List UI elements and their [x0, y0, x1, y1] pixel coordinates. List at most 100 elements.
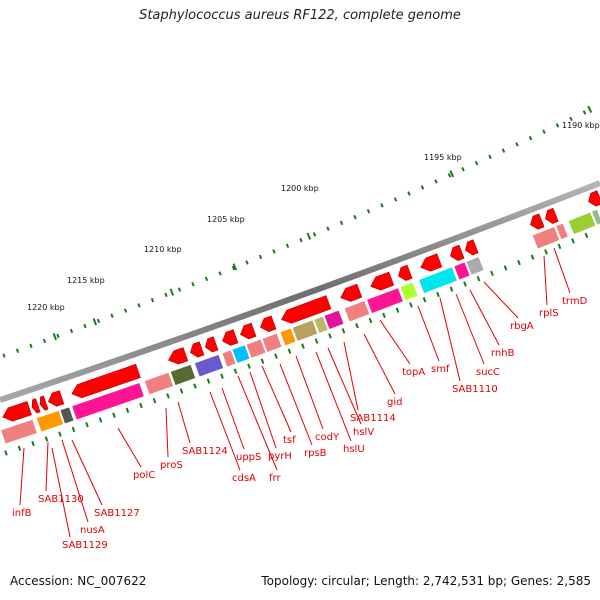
scale-dot: [164, 292, 168, 298]
leader-line: [439, 297, 461, 382]
gene-block: [454, 262, 470, 280]
leader-line: [221, 387, 245, 450]
scale-label: 1210 kbp: [144, 245, 182, 254]
gene-block: [400, 282, 418, 301]
scale-label: 1195 kbp: [424, 153, 462, 162]
leader-line: [315, 351, 352, 442]
scale-major-tick: [306, 232, 312, 240]
gene-label: SAB1124: [182, 446, 228, 457]
scale-dot: [488, 154, 492, 160]
gene-block: [419, 267, 457, 294]
gene-labels: infB SAB1130 nusA SAB1129 SAB1127 polC proS SAB…: [12, 296, 588, 551]
gene-arrows: [2, 190, 600, 422]
gene-label: gid: [387, 397, 402, 408]
inner-scale-dot: [301, 343, 305, 349]
inner-scale-dot: [422, 297, 427, 303]
leader-line: [543, 255, 548, 306]
scale-major-tick: [92, 318, 97, 326]
gene-label: rpsB: [304, 448, 327, 459]
inner-scale-dot: [287, 348, 292, 354]
gene-label: rnhB: [491, 348, 515, 359]
gene-block: [556, 223, 568, 240]
scale-dot: [150, 297, 155, 303]
leader-line: [363, 333, 396, 395]
scale-dot: [542, 129, 546, 134]
leader-line: [327, 347, 362, 425]
scale-dot: [461, 167, 465, 172]
leader-line: [51, 447, 71, 538]
inner-scale-dot: [206, 378, 211, 384]
gene-label: smf: [431, 364, 450, 375]
gene-label: proS: [160, 460, 183, 471]
scale-dot: [204, 276, 209, 282]
scale-dot: [123, 308, 128, 313]
inner-scale-dot: [233, 368, 238, 374]
inner-scale-dot: [328, 333, 332, 339]
inner-scale-dot: [409, 302, 413, 308]
inner-scale-dot: [85, 422, 89, 428]
inner-scale-dot: [274, 353, 278, 359]
gene-arrow: [260, 315, 277, 332]
scale-dot: [447, 173, 452, 178]
inner-scale-dot: [490, 270, 494, 276]
inner-scale-dot: [368, 317, 373, 324]
inner-scale-dot: [193, 383, 197, 389]
gene-block: [262, 333, 282, 352]
gene-blocks: [1, 209, 600, 444]
genome-summary-text: Topology: circular; Length: 2,742,531 bp…: [261, 574, 591, 588]
scale-dot: [137, 303, 141, 308]
scale-dot: [96, 318, 101, 324]
scale-dot: [299, 237, 303, 243]
leader-line: [177, 401, 191, 444]
scale-dot: [56, 333, 60, 339]
gene-block: [170, 364, 196, 386]
scale-dot: [110, 313, 114, 318]
gene-block: [60, 407, 74, 424]
gene-arrow: [47, 390, 65, 407]
inner-scale-dot: [436, 291, 440, 298]
leader-line: [279, 363, 313, 446]
gene-arrow: [281, 295, 332, 324]
gene-block: [324, 310, 344, 330]
gene-label: SAB1114: [350, 413, 396, 424]
leader-line: [379, 319, 411, 365]
scale-dot: [555, 123, 560, 128]
leader-line: [295, 355, 324, 430]
gene-arrow: [530, 213, 545, 230]
gene-label: rbgA: [510, 321, 534, 332]
gene-arrow: [222, 329, 239, 346]
gene-arrow: [71, 363, 141, 399]
scale-label: 1220 kbp: [27, 303, 65, 312]
label-leaders: [19, 247, 571, 538]
scale-major-tick: [52, 332, 57, 341]
inner-scale-dot: [544, 249, 548, 255]
scale-labels: 1190 kbp 1195 kbp 1200 kbp 1205 kbp 1210 kbp…: [27, 105, 600, 341]
leader-line: [483, 281, 519, 319]
scale-major-tick: [232, 263, 238, 271]
inner-scale-dot: [112, 412, 116, 418]
gene-block: [232, 345, 250, 363]
gene-arrow: [420, 253, 443, 272]
inner-scale-dot: [220, 373, 224, 379]
scale-major-tick: [169, 288, 175, 296]
gene-label: uppS: [236, 452, 261, 463]
inner-scale-dot: [17, 445, 22, 451]
inner-scale-dot: [166, 393, 170, 399]
scale-dot: [245, 260, 249, 265]
scale-dot: [407, 191, 411, 196]
scale-dot: [339, 220, 344, 226]
gene-arrow: [189, 341, 205, 358]
gene-label: codY: [315, 432, 340, 443]
leader-line: [455, 293, 485, 365]
inner-scale-dot: [571, 238, 575, 244]
gene-block: [592, 209, 600, 225]
scale-dot: [569, 116, 573, 122]
scale-dot: [2, 353, 6, 358]
inner-scale-dot: [31, 440, 35, 447]
gene-label: cdsA: [232, 473, 256, 484]
gene-label: SAB1130: [38, 494, 84, 505]
leader-line: [343, 341, 359, 411]
gene-block: [280, 328, 296, 346]
inner-scale-dot: [530, 254, 535, 260]
